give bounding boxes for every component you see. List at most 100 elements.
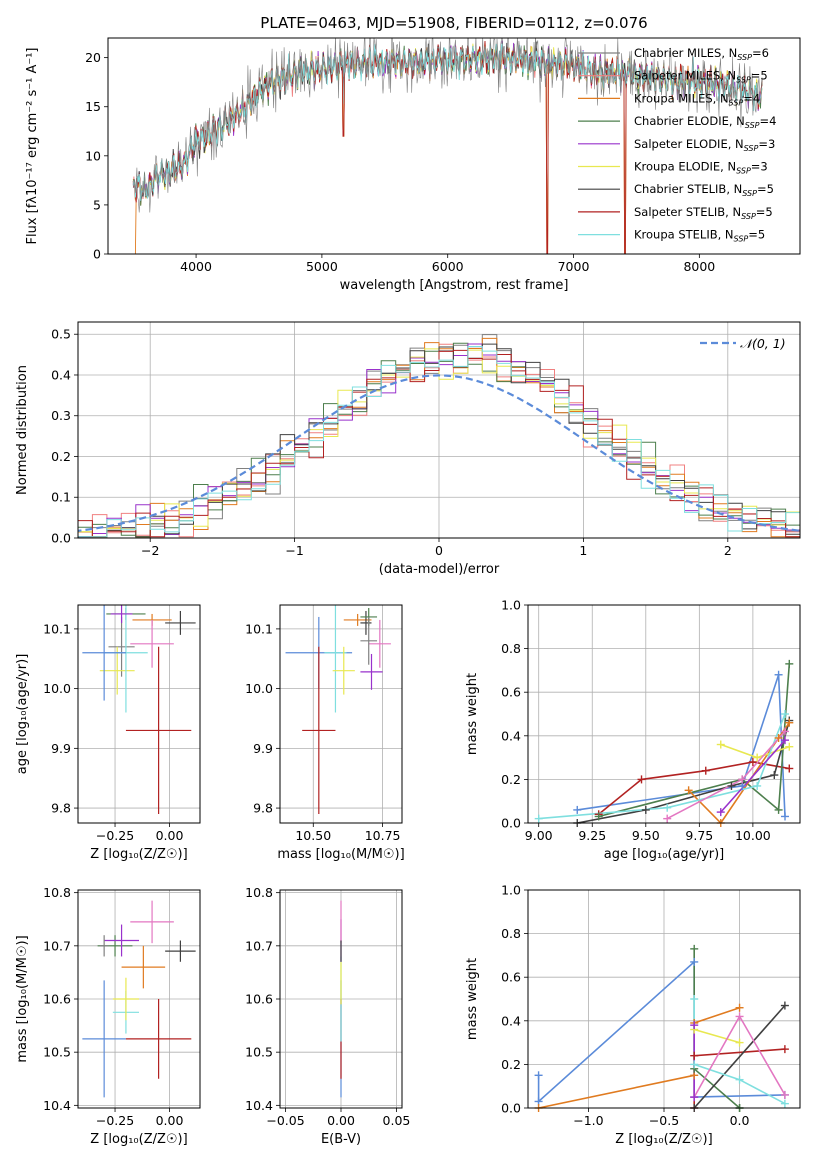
- axes-age_vs_Z: −0.25 0.00 9.8 9.9 10.0 10.1 Z [log₁₀(Z/Z☉)] ag…: [15, 604, 201, 862]
- x-tick-label: 0.0: [730, 1113, 750, 1128]
- legend-entry: Chabrier ELODIE, NSSP=4: [634, 114, 776, 130]
- weight-series: [538, 1006, 740, 1108]
- x-tick-label: 9.50: [632, 828, 660, 843]
- y-tick-label: 0.8: [501, 641, 521, 656]
- y-tick-label: 5: [93, 197, 101, 212]
- axes-mass_vs_ebv: −0.05 0.00 0.05 10.4 10.5 10.6 10.7 10.8 E(B-V): [245, 885, 410, 1147]
- x-axis-label: E(B-V): [321, 1132, 361, 1147]
- x-tick-label: −0.25: [96, 1113, 134, 1128]
- y-tick-label: 10.0: [245, 681, 273, 696]
- y-axis-label: mass [log₁₀(M/M☉)]: [15, 935, 30, 1062]
- plot-area: [82, 900, 196, 1098]
- x-axis-label: Z [log₁₀(Z/Z☉)]: [90, 1132, 187, 1147]
- y-tick-label: 0.6: [501, 970, 521, 985]
- y-tick-label: 9.8: [253, 801, 273, 816]
- y-tick-label: 0.0: [51, 531, 71, 546]
- y-tick-label: 0.8: [501, 926, 521, 941]
- y-tick-label: 0.4: [501, 728, 521, 743]
- y-tick-label: 10.4: [245, 1098, 273, 1113]
- x-tick-label: 10.00: [735, 828, 771, 843]
- axes-frame: [77, 889, 201, 1109]
- x-tick-label: 9.25: [578, 828, 606, 843]
- y-tick-label: 0.6: [501, 685, 521, 700]
- y-tick-label: 0.2: [501, 1057, 521, 1072]
- y-tick-label: 10.6: [245, 992, 273, 1007]
- y-tick-label: 10.5: [43, 1045, 71, 1060]
- weight-series: [598, 761, 790, 815]
- y-tick-label: 10.1: [245, 621, 273, 636]
- plot-area: [78, 334, 800, 538]
- x-tick-label: −0.25: [96, 828, 134, 843]
- y-tick-label: 0.0: [501, 1101, 521, 1116]
- y-tick-label: 0.2: [51, 449, 71, 464]
- x-axis-label: wavelength [Angstrom, rest frame]: [340, 278, 569, 293]
- axes-weight_vs_Z: −1.0 −0.5 0.0 0.0 0.2 0.4 0.6 0.8 1.0 Z [log₁₀(Z/…: [465, 883, 801, 1147]
- y-tick-label: 0.4: [501, 1013, 521, 1028]
- y-tick-label: 10: [85, 148, 101, 163]
- legend-entry: Kroupa STELIB, NSSP=5: [634, 228, 765, 244]
- y-tick-label: 0: [93, 247, 101, 262]
- y-tick-label: 10.8: [43, 885, 71, 900]
- y-axis-label: mass weight: [465, 958, 480, 1040]
- x-axis-label: (data-model)/error: [379, 562, 500, 577]
- y-tick-label: 0.0: [501, 816, 521, 831]
- axes-frame: [77, 321, 801, 539]
- legend-entry: Kroupa ELODIE, NSSP=3: [634, 160, 768, 176]
- plot-area: [285, 605, 391, 815]
- y-tick-label: 10.1: [43, 621, 71, 636]
- y-tick-label: 9.8: [51, 801, 71, 816]
- x-tick-label: 0.00: [327, 1113, 355, 1128]
- legend-entry: Chabrier STELIB, NSSP=5: [634, 182, 774, 198]
- normal-curve: [78, 374, 800, 533]
- axes-spectrum: 4000 5000 6000 7000 8000 0 5 10 15 20 wavelength […: [25, 37, 801, 293]
- legend-entry: 𝒩(0, 1): [740, 336, 786, 351]
- y-tick-label: 10.8: [245, 885, 273, 900]
- x-axis-label: mass [log₁₀(M/M☉)]: [277, 847, 404, 862]
- y-tick-label: 9.9: [253, 741, 273, 756]
- y-axis-label: age [log₁₀(age/yr)]: [15, 654, 30, 775]
- plot-area: [82, 605, 196, 815]
- weight-series: [693, 1004, 786, 1108]
- x-tick-label: −1.0: [573, 1113, 603, 1128]
- x-tick-label: −1: [285, 543, 303, 558]
- weight-series: [598, 663, 791, 818]
- y-tick-label: 10.4: [43, 1098, 71, 1113]
- y-tick-label: 10.5: [245, 1045, 273, 1060]
- x-axis-label: Z [log₁₀(Z/Z☉)]: [615, 1132, 712, 1147]
- y-tick-label: 0.2: [501, 772, 521, 787]
- y-tick-label: 0.4: [51, 367, 71, 382]
- axes-frame: [527, 889, 801, 1109]
- spectrum-line-chabrier_miles: [132, 38, 763, 213]
- x-tick-label: 9.00: [525, 828, 553, 843]
- x-tick-label: −0.5: [649, 1113, 679, 1128]
- x-tick-label: 9.75: [685, 828, 713, 843]
- weight-series: [720, 739, 786, 813]
- axes-frame: [527, 604, 801, 824]
- x-tick-label: −2: [141, 543, 159, 558]
- weight-series: [693, 1028, 740, 1044]
- axes-frame: [77, 604, 201, 824]
- x-axis-label: Z [log₁₀(Z/Z☉)]: [90, 847, 187, 862]
- x-tick-label: 10.50: [295, 828, 331, 843]
- axes-weight_vs_age: 9.00 9.25 9.50 9.75 10.00 0.0 0.2 0.4 0.6 0.8 1.0 a…: [465, 598, 801, 862]
- y-tick-label: 0.3: [51, 408, 71, 423]
- legend-entry: Salpeter MILES, NSSP=5: [634, 69, 768, 85]
- axes-frame: [279, 889, 403, 1109]
- x-tick-label: 0.00: [156, 828, 184, 843]
- y-axis-label: mass weight: [465, 673, 480, 755]
- y-tick-label: 10.7: [43, 938, 71, 953]
- y-tick-label: 0.5: [51, 327, 71, 342]
- legend-entry: Chabrier MILES, NSSP=6: [634, 46, 769, 62]
- y-tick-label: 0.1: [51, 490, 71, 505]
- x-tick-label: 0.05: [383, 1113, 411, 1128]
- plot-area: [537, 948, 786, 1108]
- x-tick-label: 6000: [432, 259, 464, 274]
- axes-age_vs_mass: 10.50 10.75 9.8 9.9 10.0 10.1 mass [log₁₀(M/M☉…: [245, 604, 405, 862]
- legend-entry: Salpeter STELIB, NSSP=5: [634, 205, 773, 221]
- x-tick-label: 0: [435, 543, 443, 558]
- x-axis-label: age [log₁₀(age/yr)]: [604, 847, 725, 862]
- y-tick-label: 10.7: [245, 938, 273, 953]
- x-tick-label: 5000: [306, 259, 338, 274]
- legend-entry: Kroupa MILES, NSSP=4: [634, 91, 760, 107]
